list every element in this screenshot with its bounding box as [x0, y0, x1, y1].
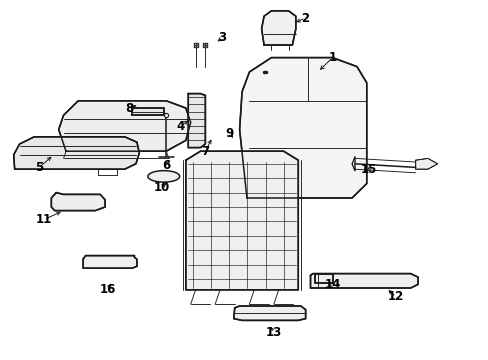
Polygon shape: [351, 157, 354, 171]
Text: 6: 6: [162, 159, 170, 172]
Text: 2: 2: [301, 12, 309, 24]
Polygon shape: [14, 137, 139, 169]
Text: 13: 13: [265, 327, 282, 339]
Polygon shape: [132, 108, 163, 115]
Text: 8: 8: [125, 102, 133, 114]
Text: 7: 7: [201, 145, 209, 158]
Polygon shape: [83, 256, 137, 268]
Polygon shape: [415, 158, 437, 169]
Polygon shape: [233, 306, 305, 320]
Polygon shape: [59, 101, 190, 151]
Text: 16: 16: [99, 283, 116, 296]
Text: 14: 14: [324, 278, 340, 291]
Text: 5: 5: [35, 161, 43, 174]
Text: 9: 9: [225, 127, 233, 140]
Text: 10: 10: [153, 181, 169, 194]
Text: 12: 12: [387, 291, 404, 303]
Polygon shape: [185, 151, 298, 290]
Polygon shape: [51, 193, 105, 211]
Text: 15: 15: [360, 163, 377, 176]
Polygon shape: [261, 11, 295, 45]
Polygon shape: [239, 58, 366, 198]
Text: 11: 11: [36, 213, 52, 226]
Polygon shape: [188, 94, 205, 148]
Polygon shape: [315, 274, 332, 283]
Text: 3: 3: [218, 31, 226, 44]
Text: 4: 4: [177, 120, 184, 132]
Text: 1: 1: [328, 51, 336, 64]
Ellipse shape: [148, 171, 180, 182]
Polygon shape: [310, 274, 417, 288]
